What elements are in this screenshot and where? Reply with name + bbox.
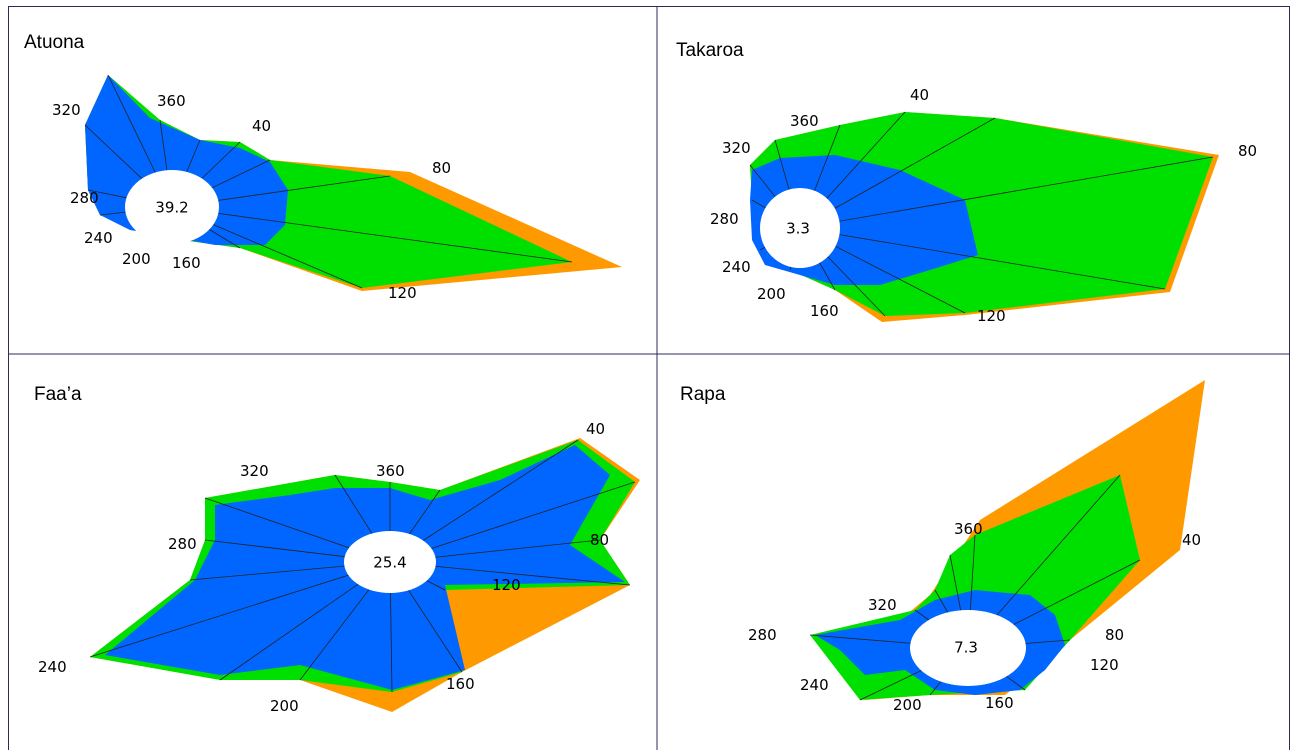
direction-label: 240 [38, 658, 67, 676]
panel-title: Atuona [24, 32, 85, 53]
direction-label: 360 [790, 112, 819, 130]
rose: Rapa 7.3 360 40 320 280 80 120 240 200 1… [680, 380, 1205, 714]
direction-label: 80 [590, 531, 609, 549]
direction-label: 80 [1105, 626, 1124, 644]
direction-label: 200 [270, 697, 299, 715]
direction-label: 40 [910, 86, 929, 104]
direction-label: 320 [52, 101, 81, 119]
calm-value: 39.2 [155, 199, 188, 217]
direction-label: 120 [1090, 656, 1119, 674]
calm-circle [760, 188, 840, 268]
direction-label: 280 [168, 535, 197, 553]
calm-circle [125, 170, 219, 244]
direction-label: 360 [157, 92, 186, 110]
direction-label: 280 [748, 626, 777, 644]
direction-label: 240 [84, 229, 113, 247]
rose: Atuona 39.2 320 360 40 80 280 240 200 16… [24, 32, 622, 302]
spoke [89, 561, 391, 658]
direction-label: 320 [722, 139, 751, 157]
direction-label: 120 [388, 284, 417, 302]
direction-label: 80 [1238, 142, 1257, 160]
panel-title: Rapa [680, 384, 726, 405]
direction-label: 240 [722, 258, 751, 276]
direction-label: 80 [432, 159, 451, 177]
direction-label: 120 [492, 576, 521, 594]
direction-label: 320 [240, 462, 269, 480]
direction-label: 40 [252, 117, 271, 135]
spoke [799, 156, 1214, 229]
calm-circle [910, 610, 1026, 686]
calm-value: 3.3 [786, 220, 810, 238]
calm-value: 7.3 [954, 639, 978, 657]
direction-label: 280 [710, 210, 739, 228]
direction-label: 120 [977, 307, 1006, 325]
panel-title: Takaroa [676, 40, 744, 61]
direction-label: 160 [810, 302, 839, 320]
panel-title: Faa’a [34, 384, 82, 405]
direction-label: 360 [954, 520, 983, 538]
direction-label: 160 [985, 694, 1014, 712]
direction-label: 160 [446, 675, 475, 693]
direction-label: 160 [172, 254, 201, 272]
direction-label: 40 [586, 420, 605, 438]
rose: Faa’a 25.4 320 360 40 280 80 120 240 200… [34, 384, 640, 715]
calm-value: 25.4 [373, 554, 406, 572]
direction-label: 280 [70, 189, 99, 207]
outer-border [8, 6, 1290, 750]
direction-label: 200 [757, 285, 786, 303]
direction-label: 200 [122, 250, 151, 268]
calm-circle [344, 531, 436, 593]
direction-label: 240 [800, 676, 829, 694]
direction-label: 40 [1182, 531, 1201, 549]
direction-label: 200 [893, 696, 922, 714]
direction-label: 320 [868, 596, 897, 614]
spoke [799, 227, 1166, 290]
direction-label: 360 [376, 462, 405, 480]
spoke [171, 206, 573, 263]
rose: Takaroa 3.3 320 360 40 80 280 240 200 16… [676, 40, 1257, 325]
